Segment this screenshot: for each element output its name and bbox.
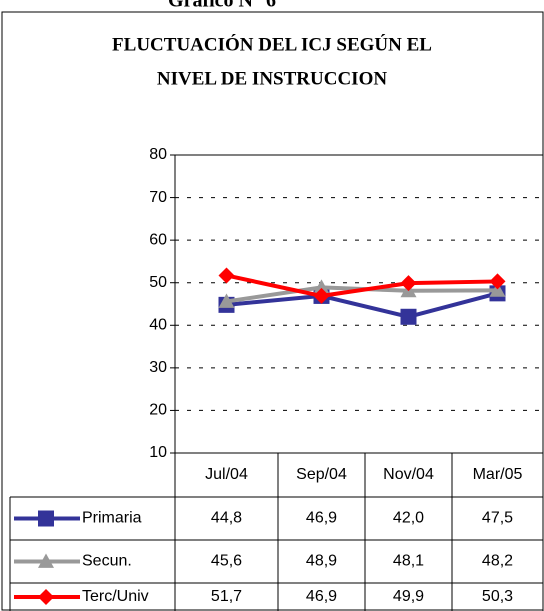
data-label: 42,0 [393, 510, 424, 527]
data-label: 46,9 [306, 588, 337, 605]
data-label: 45,6 [211, 553, 242, 570]
marker [489, 282, 506, 297]
legend-label: Secun. [82, 553, 132, 570]
legend-label: Primaria [82, 510, 142, 527]
chart-title: NIVEL DE INSTRUCCION [157, 68, 387, 89]
y-tick-label: 30 [149, 359, 167, 376]
marker [400, 275, 417, 292]
data-label: 51,7 [211, 588, 242, 605]
y-tick-label: 70 [149, 189, 167, 206]
data-label: 48,1 [393, 553, 424, 570]
marker [38, 510, 54, 527]
x-tick-label: Mar/05 [473, 466, 523, 483]
series-line [226, 273, 498, 298]
y-tick-label: 50 [149, 274, 167, 291]
chart-title: FLUCTUACIÓN DEL ICJ SEGÚN EL [112, 33, 432, 55]
data-label: 48,9 [306, 553, 337, 570]
legend-label: Terc/Univ [82, 588, 149, 605]
marker [400, 308, 417, 325]
marker [218, 293, 235, 308]
data-label: 48,2 [482, 553, 513, 570]
x-tick-label: Jul/04 [205, 466, 248, 483]
marker [38, 553, 54, 568]
chart-frame [1, 11, 544, 611]
data-label: 50,3 [482, 588, 513, 605]
y-tick-label: 40 [149, 317, 167, 334]
data-label: 44,8 [211, 510, 242, 527]
x-tick-label: Sep/04 [296, 466, 347, 483]
marker [313, 279, 330, 294]
data-label: 49,9 [393, 588, 424, 605]
marker [313, 287, 330, 304]
y-tick-label: 10 [149, 444, 167, 461]
x-tick-label: Nov/04 [383, 466, 434, 483]
marker [218, 267, 235, 284]
marker [38, 589, 54, 605]
chart-header: Gráfico N° 6 [168, 0, 276, 12]
data-label: 46,9 [306, 510, 337, 527]
y-tick-label: 60 [149, 231, 167, 248]
data-label: 47,5 [482, 510, 513, 527]
y-tick-label: 80 [149, 146, 167, 163]
marker [489, 273, 506, 290]
series-line [226, 291, 499, 319]
y-tick-label: 20 [149, 402, 167, 419]
